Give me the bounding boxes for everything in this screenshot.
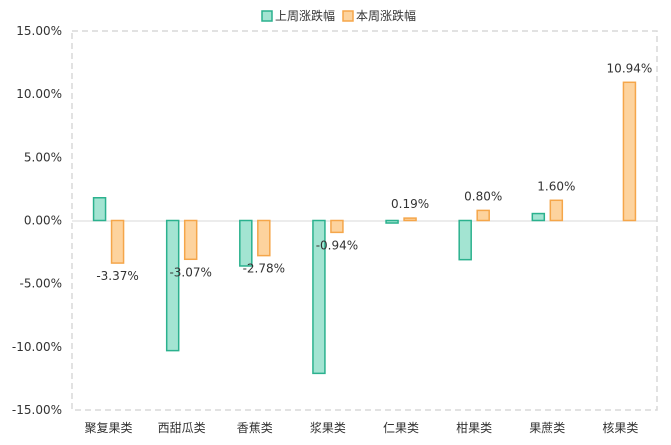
bar-series-1	[312, 219, 326, 375]
bar-series-2	[257, 219, 271, 257]
x-tick-label: 香蕉类	[237, 421, 273, 435]
bar-series-1	[531, 212, 546, 222]
data-label: 10.94%	[607, 61, 653, 75]
legend-label-series-2: 本周涨跌幅	[356, 8, 416, 23]
bar-series-2	[110, 219, 125, 264]
legend-swatch-series-2	[342, 10, 354, 22]
bar-series-1	[239, 219, 253, 267]
y-axis-ticks: 15.00% 10.00% 5.00% 0.00% -5.00% -10.00% -15.0…	[12, 24, 62, 417]
data-label: 0.19%	[391, 197, 429, 211]
bars	[92, 81, 637, 375]
x-tick-label: 聚复果类	[85, 421, 133, 435]
x-tick-label: 核果类	[602, 421, 638, 435]
y-tick-label: -10.00%	[12, 340, 62, 354]
bar-series-1	[92, 197, 107, 222]
data-labels: -3.37% -3.07% -2.78% -0.94% 0.19% 0.80% 1.60% 1…	[96, 61, 652, 283]
bar-series-2	[476, 209, 490, 222]
bar-series-2	[622, 81, 637, 222]
x-tick-label: 柑果类	[456, 420, 492, 435]
data-label: -2.78%	[243, 262, 285, 276]
bar-series-2	[330, 219, 344, 234]
y-tick-label: -15.00%	[12, 403, 62, 417]
bar-series-2	[403, 217, 417, 222]
bar-series-1	[165, 219, 180, 352]
bar-series-1	[458, 219, 472, 261]
x-tick-label: 仁果类	[383, 421, 419, 435]
data-label: -3.37%	[96, 269, 138, 283]
data-label: -3.07%	[169, 265, 211, 279]
x-tick-label: 浆果类	[310, 420, 346, 435]
legend-label-series-1: 上周涨跌幅	[275, 8, 335, 23]
y-tick-label: 0.00%	[24, 214, 62, 228]
x-tick-label: 果蔗类	[529, 421, 565, 435]
y-tick-label: -5.00%	[20, 277, 62, 291]
data-label: -0.94%	[316, 238, 358, 252]
y-tick-label: 15.00%	[16, 24, 62, 38]
x-tick-label: 西甜瓜类	[158, 421, 206, 435]
x-axis-labels: 聚复果类 西甜瓜类 香蕉类 浆果类 仁果类 柑果类 果蔗类 核果类	[85, 420, 639, 435]
legend: 上周涨跌幅 本周涨跌幅	[261, 8, 416, 23]
legend-swatch-series-1	[261, 10, 273, 22]
bar-series-2	[549, 199, 564, 222]
bar-series-2	[183, 219, 198, 261]
data-label: 0.80%	[464, 189, 502, 203]
bar-series-1	[385, 219, 399, 224]
data-label: 1.60%	[537, 179, 575, 193]
y-tick-label: 5.00%	[24, 150, 62, 164]
y-tick-label: 10.00%	[16, 87, 62, 101]
